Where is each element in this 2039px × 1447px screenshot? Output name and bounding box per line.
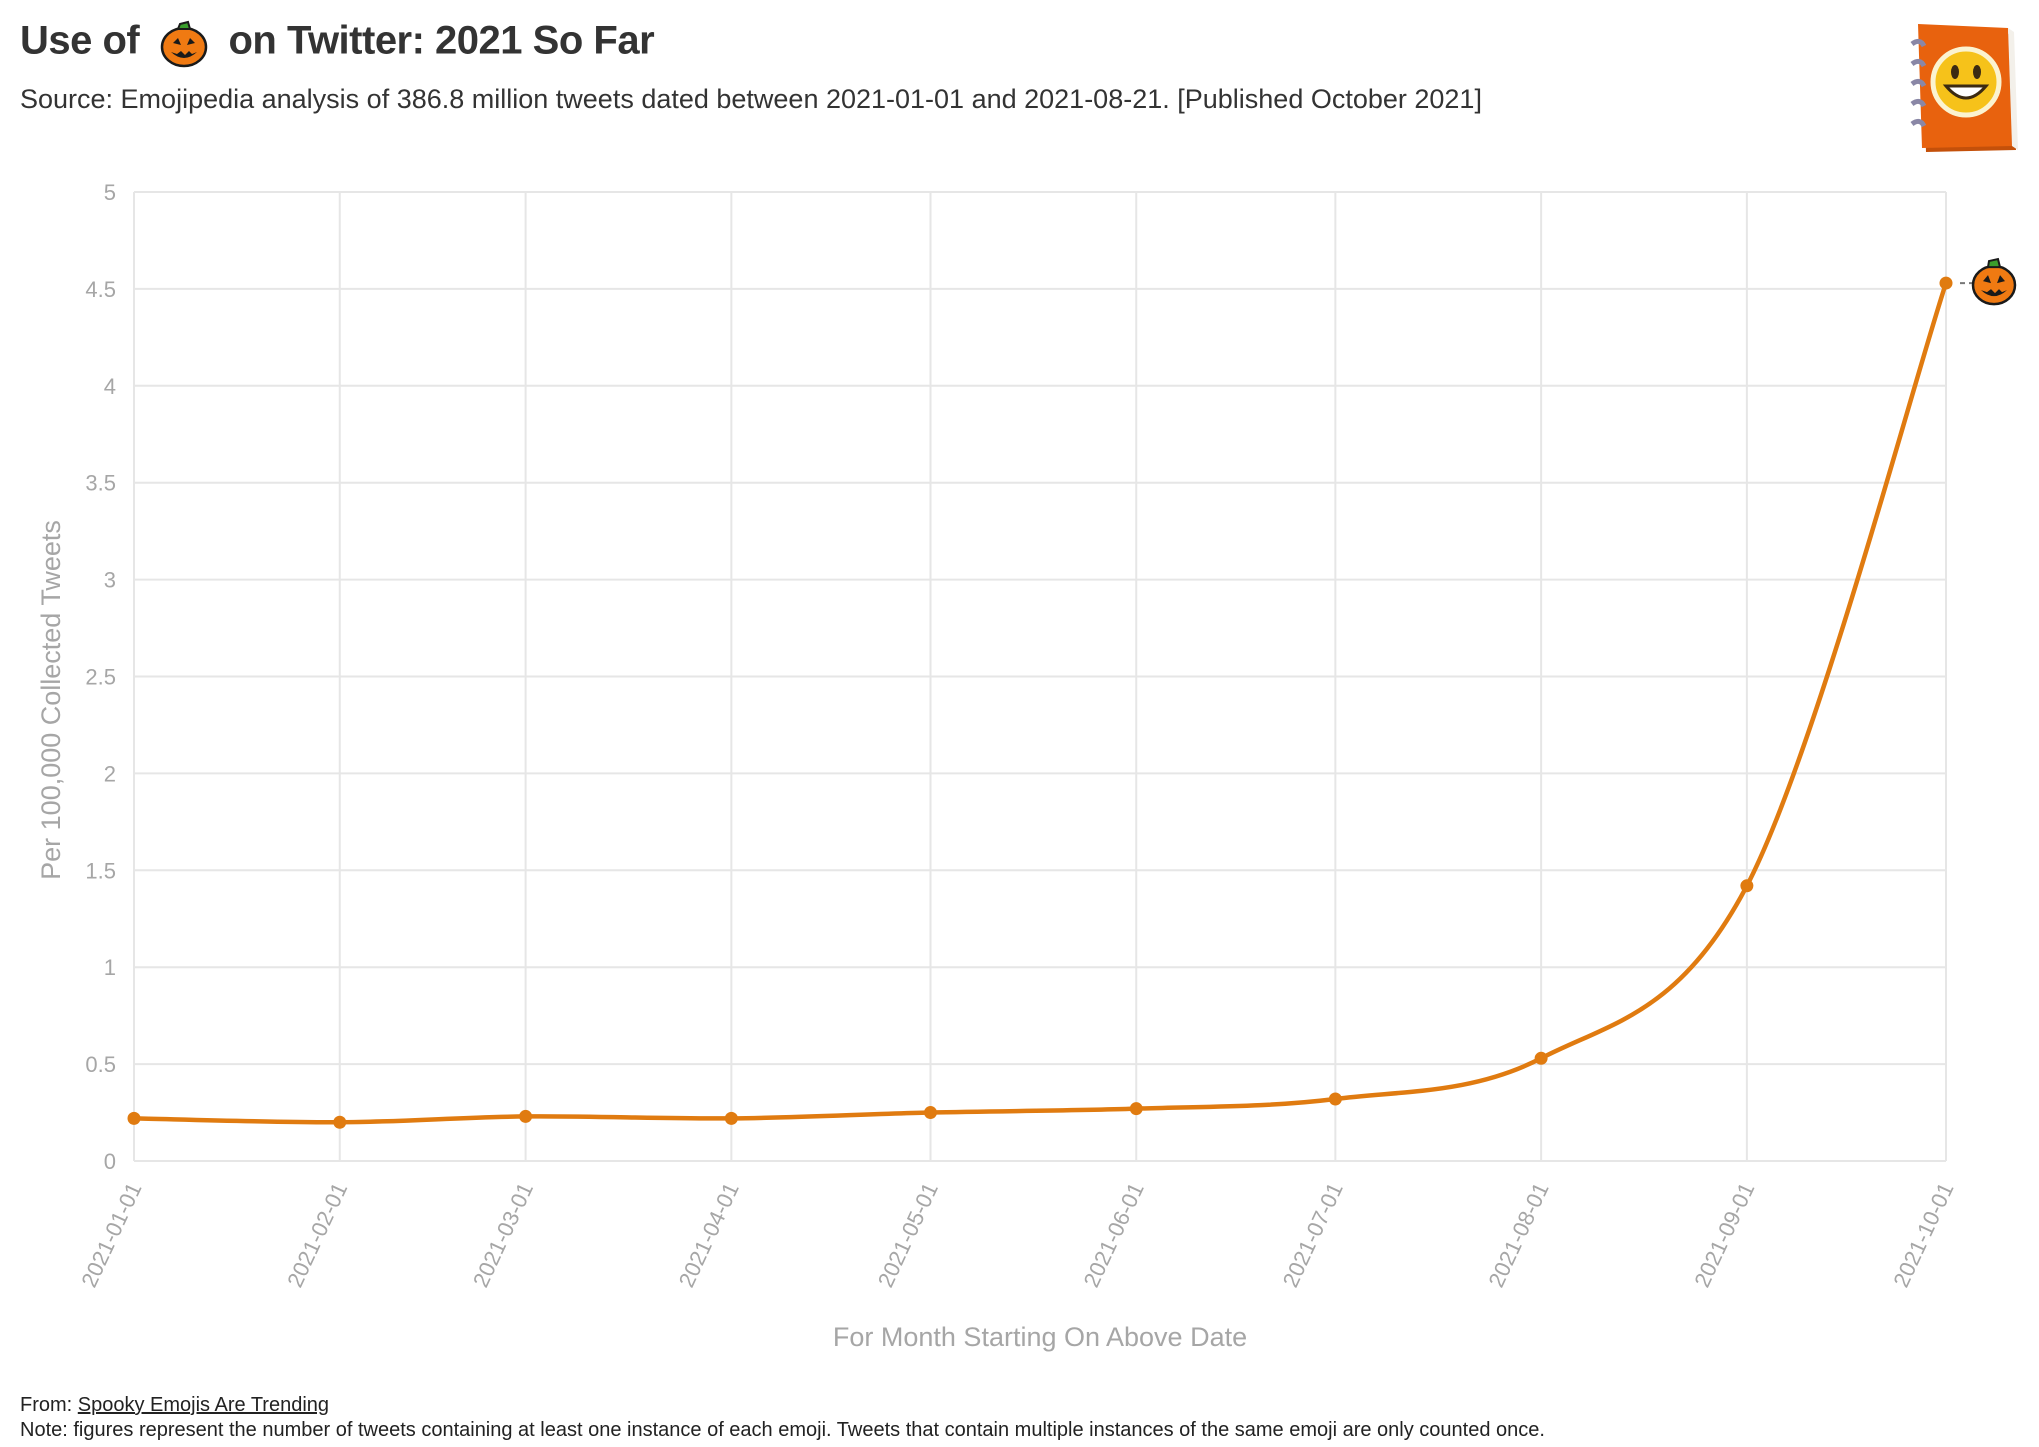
x-tick-label: 2021-01-01 — [76, 1179, 146, 1292]
x-axis-ticks: 2021-01-01 2021-02-01 2021-03-01 2021-04-01… — [76, 1179, 1958, 1292]
y-tick-label: 0.5 — [85, 1052, 116, 1077]
data-point — [923, 1106, 937, 1120]
data-point — [1939, 276, 1953, 290]
footer-from-label: From: — [20, 1394, 73, 1416]
jack-o-lantern-icon — [1971, 257, 2017, 306]
y-tick-label: 5 — [104, 180, 116, 205]
pumpkin-right-eye — [1997, 275, 2005, 284]
pumpkin-mouth — [1981, 289, 2007, 297]
data-point — [1534, 1051, 1548, 1065]
y-axis-ticks: 0 0.5 1 1.5 2 2.5 3 3.5 4 4.5 5 — [85, 180, 116, 1174]
jack-o-lantern-icon — [156, 18, 212, 68]
x-tick-label: 2021-03-01 — [468, 1179, 538, 1292]
y-tick-label: 2.5 — [85, 665, 116, 690]
chart-subtitle: Source: Emojipedia analysis of 386.8 mil… — [20, 84, 1482, 114]
pumpkin-left-eye — [1983, 275, 1991, 284]
y-tick-label: 0 — [104, 1149, 116, 1174]
footer-note: Note: figures represent the number of tw… — [20, 1419, 1545, 1441]
footer-source-link[interactable]: Spooky Emojis Are Trending — [77, 1394, 330, 1416]
y-tick-label: 4 — [104, 374, 116, 399]
grid-lines — [133, 191, 1947, 1162]
pumpkin-body — [1971, 264, 2017, 306]
x-tick-label: 2021-08-01 — [1483, 1179, 1553, 1292]
data-point — [519, 1109, 533, 1123]
footer-source: From: Spooky Emojis Are Trending — [20, 1393, 1545, 1418]
x-axis-title: For Month Starting On Above Date — [833, 1322, 1247, 1352]
y-tick-label: 3 — [104, 568, 116, 593]
data-point — [333, 1115, 347, 1129]
pumpkin-stem — [1986, 257, 2002, 269]
emojipedia-book-logo-icon — [1900, 14, 2030, 164]
series-end-label — [1960, 257, 2017, 306]
y-axis-title: Per 100,000 Collected Tweets — [36, 520, 66, 880]
y-tick-label: 1.5 — [85, 858, 116, 883]
chart-title: Use of on Twitter: 2021 So Far — [20, 18, 655, 68]
y-tick-label: 3.5 — [85, 471, 116, 496]
x-tick-label: 2021-06-01 — [1079, 1179, 1149, 1292]
x-tick-label: 2021-09-01 — [1689, 1179, 1759, 1292]
x-tick-label: 2021-10-01 — [1888, 1179, 1958, 1292]
y-tick-label: 4.5 — [85, 277, 116, 302]
x-tick-label: 2021-07-01 — [1278, 1179, 1348, 1292]
y-tick-label: 2 — [104, 761, 116, 786]
series-points — [127, 276, 1953, 1129]
footer: From: Spooky Emojis Are Trending Note: f… — [20, 1393, 1545, 1443]
title-suffix: on Twitter: 2021 So Far — [228, 18, 655, 63]
data-point — [724, 1111, 738, 1125]
data-point — [1129, 1102, 1143, 1116]
series-line — [131, 280, 1949, 1125]
data-point — [127, 1111, 141, 1125]
y-tick-label: 1 — [104, 955, 116, 980]
data-point — [1740, 879, 1754, 893]
data-point — [1328, 1092, 1342, 1106]
title-prefix: Use of — [20, 18, 140, 63]
x-tick-label: 2021-04-01 — [674, 1179, 744, 1292]
x-tick-label: 2021-05-01 — [873, 1179, 943, 1292]
x-tick-label: 2021-02-01 — [282, 1179, 352, 1292]
